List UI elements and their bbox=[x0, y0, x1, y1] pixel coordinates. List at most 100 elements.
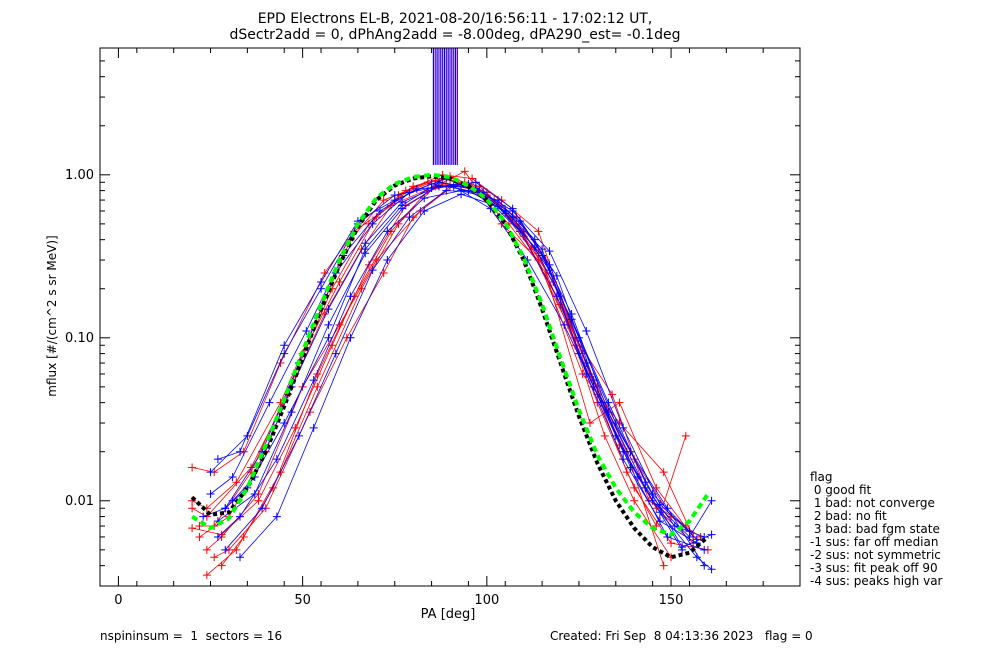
data-point bbox=[328, 341, 337, 350]
data-point bbox=[379, 196, 388, 205]
data-series-red bbox=[202, 174, 668, 580]
y-axis-label: mflux [#/(cm^2 s sr MeV)] bbox=[45, 235, 59, 396]
data-series-red bbox=[188, 167, 698, 541]
data-point bbox=[457, 190, 466, 199]
data-point bbox=[346, 292, 355, 301]
data-point bbox=[460, 167, 469, 176]
data-series-red bbox=[188, 176, 698, 541]
data-point bbox=[195, 532, 204, 541]
data-point bbox=[368, 266, 377, 275]
data-point bbox=[236, 553, 244, 562]
x-tick-label: 0 bbox=[114, 593, 122, 608]
data-point bbox=[210, 553, 219, 562]
series-line bbox=[192, 183, 694, 544]
data-point bbox=[615, 398, 624, 407]
data-point bbox=[383, 227, 392, 236]
legend-item: 3 bad: bad fgm state bbox=[810, 522, 940, 536]
data-point bbox=[630, 496, 639, 505]
series-line bbox=[221, 181, 672, 566]
data-point bbox=[287, 408, 296, 417]
data-point bbox=[368, 219, 377, 228]
series-line bbox=[217, 190, 683, 551]
data-point bbox=[213, 532, 222, 541]
data-point bbox=[213, 455, 222, 464]
footer-right: Created: Fri Sep 8 04:13:36 2023 flag = … bbox=[550, 629, 813, 643]
data-point bbox=[567, 315, 576, 324]
data-point bbox=[221, 545, 230, 554]
legend-item: -3 sus: fit peak off 90 bbox=[810, 561, 938, 575]
data-point bbox=[493, 202, 502, 211]
data-point bbox=[611, 419, 620, 428]
data-point bbox=[324, 333, 333, 342]
series-line bbox=[206, 181, 708, 551]
data-point bbox=[692, 553, 701, 562]
data-point bbox=[501, 209, 510, 218]
data-point bbox=[206, 490, 215, 499]
data-point bbox=[538, 251, 547, 260]
data-point bbox=[589, 376, 598, 385]
data-point bbox=[272, 512, 281, 521]
data-point bbox=[383, 256, 392, 265]
data-point bbox=[202, 545, 211, 554]
data-point bbox=[398, 204, 407, 213]
data-point bbox=[586, 419, 594, 428]
y-tick-label: 0.01 bbox=[65, 494, 94, 509]
data-point bbox=[250, 490, 259, 499]
data-point bbox=[247, 463, 256, 472]
data-point bbox=[324, 320, 333, 329]
data-point bbox=[265, 398, 274, 407]
y-tick-label: 0.10 bbox=[65, 331, 94, 346]
data-point bbox=[236, 512, 244, 521]
data-point bbox=[405, 213, 414, 222]
data-point bbox=[188, 504, 197, 513]
legend-item: 1 bad: not converge bbox=[810, 496, 935, 510]
data-point bbox=[681, 431, 690, 440]
data-point bbox=[258, 504, 267, 513]
data-point bbox=[361, 239, 370, 248]
data-point bbox=[707, 496, 716, 505]
data-point bbox=[361, 249, 370, 258]
vertical-bars bbox=[432, 48, 458, 165]
fit-curve-black bbox=[190, 174, 710, 560]
legend-item: -4 sus: peaks high var bbox=[810, 574, 943, 588]
data-point bbox=[626, 463, 635, 472]
x-tick-label: 50 bbox=[294, 593, 311, 608]
fit-curve-green bbox=[191, 172, 710, 537]
data-point bbox=[670, 522, 679, 531]
data-point bbox=[700, 545, 709, 554]
data-point bbox=[243, 431, 252, 440]
data-series-blue bbox=[236, 190, 716, 562]
data-series-blue bbox=[206, 182, 709, 541]
chart-title-line2: dSectr2add = 0, dPhAng2add = -8.00deg, d… bbox=[230, 27, 681, 43]
data-point bbox=[217, 561, 226, 570]
legend-item: 2 bad: no fit bbox=[810, 509, 887, 523]
data-series-blue bbox=[213, 186, 687, 554]
data-series-red bbox=[217, 178, 676, 570]
data-point bbox=[280, 349, 289, 358]
data-point bbox=[508, 206, 517, 215]
series-line bbox=[192, 170, 694, 538]
data-series-red bbox=[195, 172, 705, 541]
x-axis-label: PA [deg] bbox=[421, 607, 476, 622]
data-point bbox=[202, 571, 211, 580]
legend-item: -1 sus: far off median bbox=[810, 535, 938, 549]
data-series-red bbox=[195, 170, 690, 531]
data-point bbox=[656, 500, 664, 509]
data-point bbox=[659, 468, 668, 477]
data-point bbox=[317, 284, 326, 293]
fit-curves bbox=[190, 172, 710, 560]
series-line bbox=[217, 185, 698, 540]
data-point bbox=[372, 213, 381, 222]
data-point bbox=[516, 217, 524, 226]
data-point bbox=[552, 271, 561, 280]
data-point bbox=[582, 369, 591, 378]
data-series-blue bbox=[213, 181, 701, 544]
x-tick-label: 150 bbox=[659, 593, 684, 608]
data-point bbox=[232, 545, 241, 554]
data-point bbox=[324, 305, 333, 314]
chart-title-line1: EPD Electrons EL-B, 2021-08-20/16:56:11 … bbox=[258, 11, 653, 27]
data-point bbox=[390, 191, 399, 200]
series-line bbox=[210, 185, 705, 538]
data-point bbox=[534, 227, 543, 236]
data-point bbox=[560, 320, 569, 329]
